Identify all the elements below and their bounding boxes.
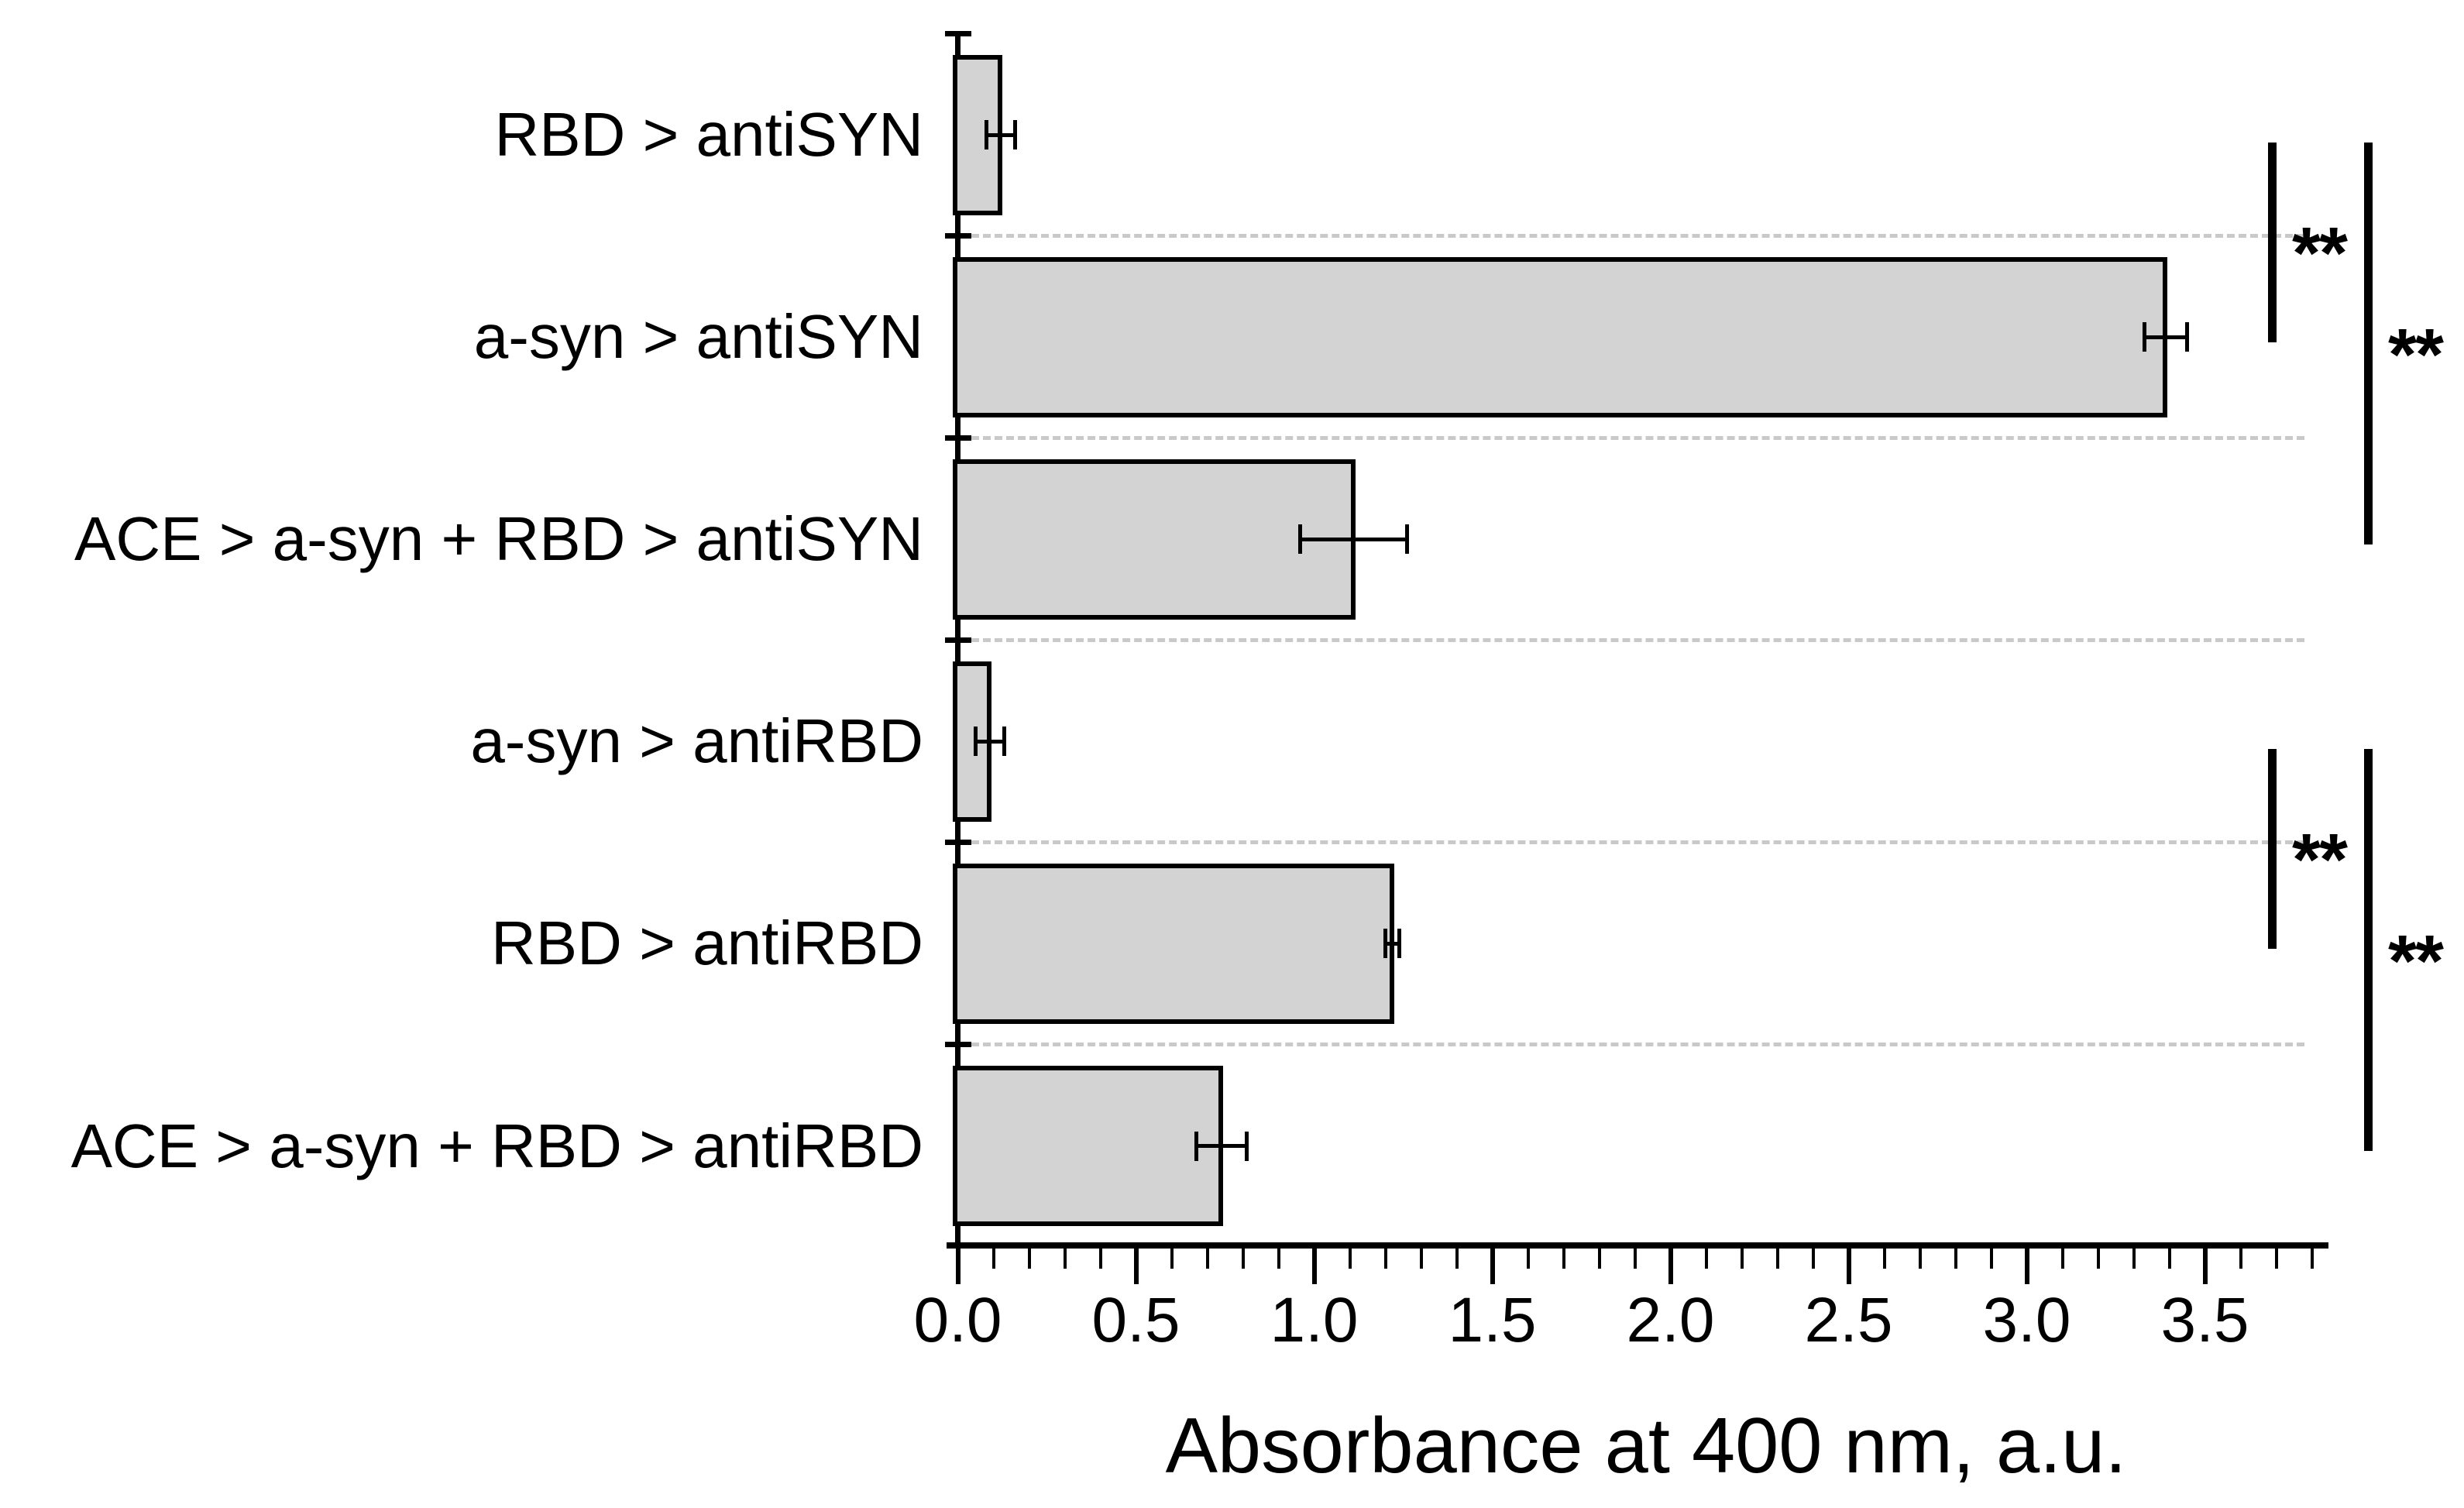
error-bar-cap (984, 120, 988, 149)
x-axis-minor-tick (1918, 1249, 1922, 1269)
significance-stars: ** (2292, 819, 2348, 902)
x-axis-minor-tick (1170, 1249, 1174, 1269)
error-bar (975, 739, 1005, 744)
x-axis-minor-tick (1027, 1249, 1031, 1269)
x-axis-major-tick (955, 1249, 961, 1284)
significance-line (2268, 143, 2277, 343)
bar (953, 1066, 1224, 1226)
x-axis-minor-tick (2132, 1249, 2136, 1269)
error-bar-cap (1297, 524, 1302, 555)
error-bar-cap (974, 727, 978, 757)
x-axis-minor-tick (1526, 1249, 1530, 1269)
row-separator-gridline (971, 1043, 2304, 1047)
y-axis-tick (945, 435, 971, 441)
x-axis-tick-label: 0.5 (1091, 1285, 1180, 1355)
x-axis-minor-tick (1562, 1249, 1565, 1269)
significance-line (2268, 749, 2277, 950)
category-label: a-syn > antiRBD (470, 706, 923, 776)
category-label: RBD > antiRBD (491, 909, 923, 978)
x-axis-tick-label: 0.0 (913, 1285, 1002, 1355)
x-axis-major-tick (2024, 1249, 2029, 1284)
error-bar (1300, 537, 1407, 541)
x-axis-minor-tick (2239, 1249, 2242, 1269)
x-axis-minor-tick (1241, 1249, 1245, 1269)
x-axis-minor-tick (1348, 1249, 1352, 1269)
significance-line (2364, 749, 2373, 1152)
x-axis-minor-tick (1597, 1249, 1601, 1269)
significance-stars: ** (2292, 212, 2348, 295)
y-axis-tick (945, 233, 971, 239)
x-axis-minor-tick (1882, 1249, 1886, 1269)
x-axis-minor-tick (1419, 1249, 1423, 1269)
x-axis-tick-label: 1.0 (1270, 1285, 1359, 1355)
x-axis-minor-tick (1989, 1249, 1993, 1269)
x-axis-major-tick (1490, 1249, 1495, 1284)
x-axis-minor-tick (1954, 1249, 1957, 1269)
x-axis-minor-tick (1098, 1249, 1102, 1269)
x-axis-line (947, 1242, 2328, 1249)
x-axis-tick-label: 3.0 (1982, 1285, 2071, 1355)
x-axis-minor-tick (2096, 1249, 2100, 1269)
x-axis-minor-tick (1383, 1249, 1387, 1269)
y-axis-tick (945, 637, 971, 644)
x-axis-title: Absorbance at 400 nm, a.u. (1165, 1403, 2127, 1489)
x-axis-major-tick (1133, 1249, 1139, 1284)
y-axis-top-tick (945, 31, 971, 36)
significance-line (2364, 143, 2373, 545)
error-bar-cap (2185, 322, 2189, 352)
significance-stars: ** (2388, 919, 2444, 1002)
x-axis-minor-tick (991, 1249, 995, 1269)
x-axis-minor-tick (1455, 1249, 1459, 1269)
row-separator-gridline (971, 234, 2304, 238)
x-axis-tick-label: 1.5 (1448, 1285, 1537, 1355)
x-axis-major-tick (1311, 1249, 1317, 1284)
error-bar-cap (1244, 1131, 1249, 1161)
category-label: ACE > a-syn + RBD > antiRBD (70, 1111, 923, 1180)
x-axis-minor-tick (2310, 1249, 2314, 1269)
x-axis-tick-label: 3.5 (2160, 1285, 2249, 1355)
x-axis-minor-tick (2274, 1249, 2278, 1269)
x-axis-tick-label: 2.0 (1626, 1285, 1715, 1355)
category-label: ACE > a-syn + RBD > antiSYN (74, 504, 923, 574)
x-axis-tick-label: 2.5 (1804, 1285, 1893, 1355)
row-separator-gridline (971, 638, 2304, 643)
category-label: RBD > antiSYN (494, 100, 923, 169)
x-axis-minor-tick (2060, 1249, 2064, 1269)
x-axis-minor-tick (1277, 1249, 1280, 1269)
error-bar (986, 132, 1015, 137)
x-axis-minor-tick (1063, 1249, 1067, 1269)
x-axis-minor-tick (1704, 1249, 1708, 1269)
bar (953, 863, 1395, 1024)
x-axis-minor-tick (2167, 1249, 2171, 1269)
error-bar-cap (1404, 524, 1409, 555)
error-bar-cap (1397, 929, 1402, 959)
x-axis-major-tick (2202, 1249, 2208, 1284)
x-axis-minor-tick (1775, 1249, 1779, 1269)
bar (953, 256, 2168, 417)
error-bar (2144, 335, 2187, 339)
error-bar-cap (1002, 727, 1006, 757)
error-bar-cap (1383, 929, 1387, 959)
error-bar-cap (1194, 1131, 1199, 1161)
row-separator-gridline (971, 436, 2304, 441)
x-axis-minor-tick (1633, 1249, 1637, 1269)
x-axis-minor-tick (1811, 1249, 1815, 1269)
significance-stars: ** (2388, 313, 2444, 396)
error-bar (1196, 1144, 1247, 1148)
x-axis-minor-tick (1740, 1249, 1744, 1269)
bar (953, 459, 1356, 620)
y-axis-tick (945, 1042, 971, 1048)
category-label: a-syn > antiSYN (473, 302, 923, 372)
error-bar (1385, 941, 1400, 946)
x-axis-major-tick (1846, 1249, 1851, 1284)
row-separator-gridline (971, 840, 2304, 845)
x-axis-major-tick (1668, 1249, 1673, 1284)
x-axis-minor-tick (1205, 1249, 1209, 1269)
y-axis-tick (945, 840, 971, 846)
error-bar-cap (1012, 120, 1017, 149)
error-bar-cap (2142, 322, 2146, 352)
